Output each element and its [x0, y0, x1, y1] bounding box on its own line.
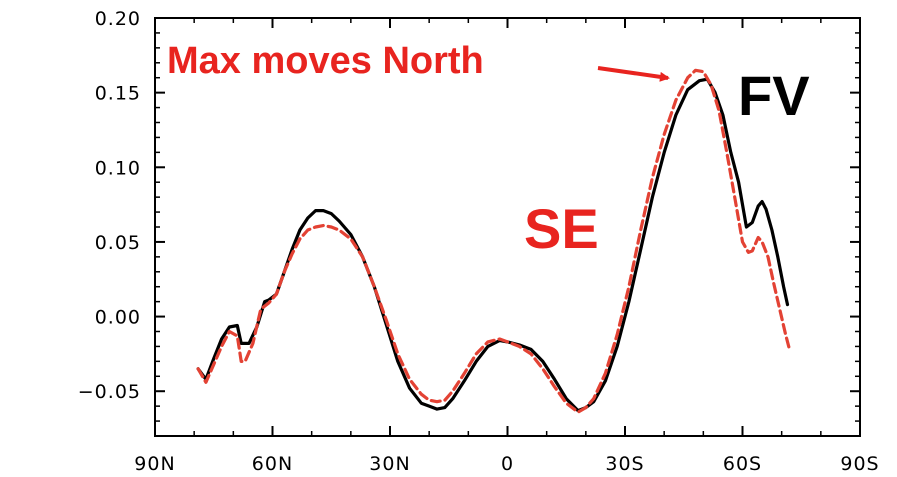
annotation-max-moves-north: Max moves North [167, 40, 484, 82]
x-tick-label: 90S [840, 453, 879, 475]
y-tick-label: −0.05 [78, 381, 141, 403]
y-tick-label: 0.00 [95, 307, 141, 329]
x-tick-labels: 90N 60N 30N 0 30S 60S 90S [134, 453, 879, 475]
series-line-se [196, 68, 792, 414]
x-tick-label: 60S [723, 453, 762, 475]
y-tick-labels: 0.20 0.15 0.10 0.05 0.00 −0.05 [78, 8, 141, 403]
y-tick-label: 0.15 [95, 83, 141, 105]
annotation-fv: FV [738, 64, 810, 127]
y-tick-label: 0.10 [95, 157, 141, 179]
x-tick-label: 90N [134, 453, 175, 475]
x-tick-label: 30N [369, 453, 410, 475]
annotation-se: SE [524, 197, 599, 260]
x-tick-label: 60N [252, 453, 293, 475]
annotation-arrow [597, 66, 670, 82]
y-tick-label: 0.20 [95, 8, 141, 30]
series-line-fv [196, 77, 790, 413]
series-lines [196, 68, 792, 414]
x-tick-label: 30S [605, 453, 644, 475]
x-tick-label: 0 [501, 453, 514, 475]
axis-ticks [154, 17, 861, 437]
y-tick-label: 0.05 [95, 232, 141, 254]
